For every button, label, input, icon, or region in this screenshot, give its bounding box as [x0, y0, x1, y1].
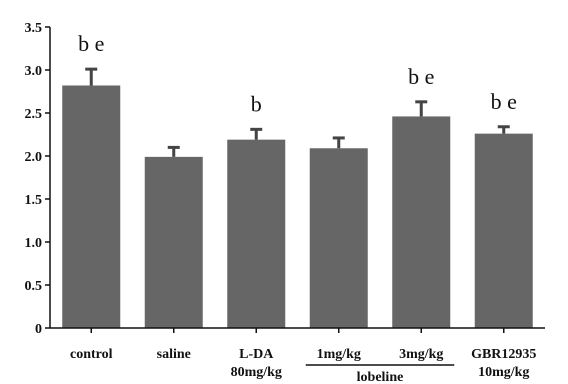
x-category-label-0-0: control — [70, 347, 113, 362]
y-tick-label-4: 2.0 — [25, 150, 43, 165]
y-tick-label-6: 3.0 — [25, 64, 43, 79]
bar-4 — [392, 116, 451, 328]
bar-0 — [62, 85, 121, 328]
significance-label-5: b e — [491, 89, 517, 114]
bar-5 — [474, 133, 533, 328]
x-axis-category-labels: control saline L-DA 80mg/kg 1mg/kg 3mg/kg GBR1… — [70, 328, 536, 380]
bar-1 — [144, 156, 203, 328]
y-axis-ticks: 0 0.5 1.0 1.5 2.0 2.5 3.0 3.5 — [25, 21, 50, 337]
significance-label-0: b e — [78, 31, 104, 56]
y-tick-label-1: 0.5 — [25, 279, 43, 294]
group-labels: lobeline — [305, 364, 455, 384]
group-label-0: lobeline — [357, 370, 404, 384]
x-category-label-2-1: 80mg/kg — [231, 365, 282, 380]
y-tick-label-0: 0 — [35, 322, 42, 337]
bar-2 — [227, 139, 286, 328]
x-category-label-2-0: L-DA — [239, 347, 274, 362]
y-tick-label-3: 1.5 — [25, 193, 43, 208]
x-category-label-5-1: 10mg/kg — [478, 365, 529, 380]
error-bars — [85, 67, 510, 157]
significance-label-2: b — [251, 91, 262, 116]
significance-annotations: b e b b e b e — [78, 31, 517, 116]
bars — [62, 85, 533, 328]
y-tick-label-2: 1.0 — [25, 236, 43, 251]
axes — [49, 27, 545, 329]
x-category-label-3-0: 1mg/kg — [317, 347, 361, 362]
x-category-label-1-0: saline — [157, 347, 191, 362]
y-tick-label-7: 3.5 — [25, 21, 43, 36]
y-tick-label-5: 2.5 — [25, 107, 43, 122]
x-category-label-4-0: 3mg/kg — [399, 347, 443, 362]
significance-label-4: b e — [408, 64, 434, 89]
x-category-label-5-0: GBR12935 — [471, 347, 536, 362]
bar-3 — [309, 148, 368, 328]
